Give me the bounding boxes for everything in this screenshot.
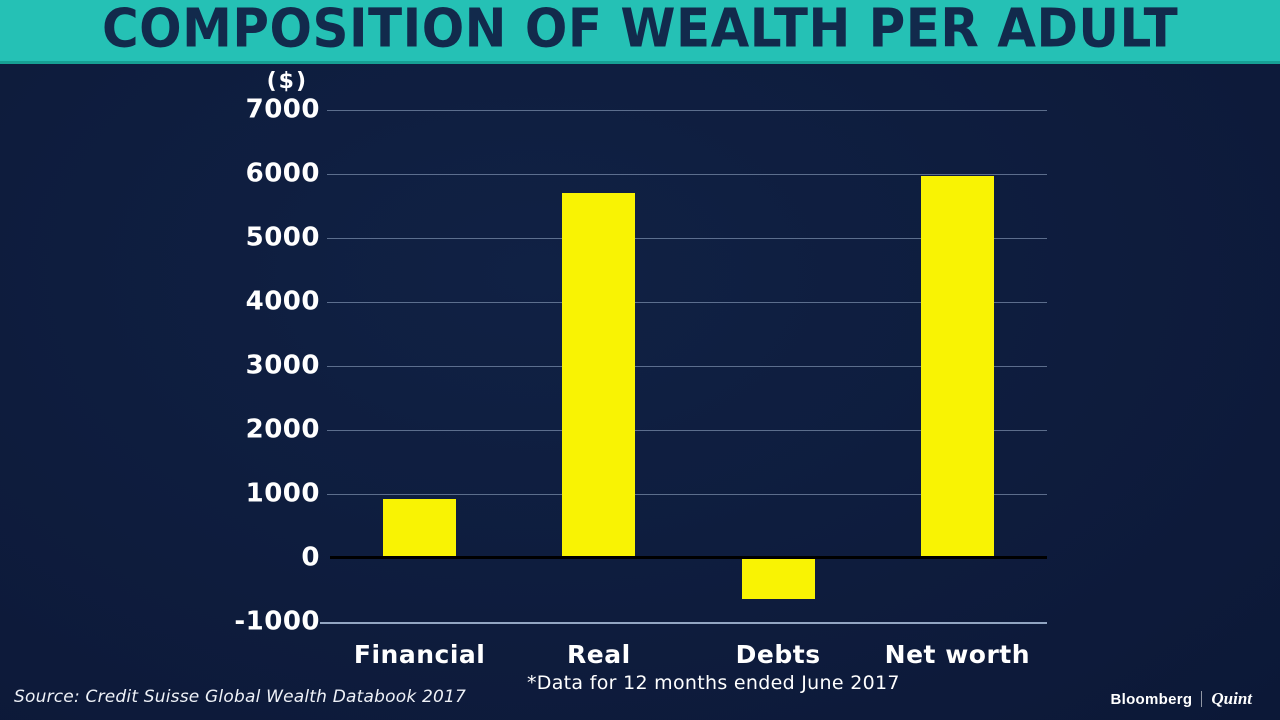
category-label-financial: Financial bbox=[353, 640, 486, 669]
quint-wordmark: Quint bbox=[1211, 689, 1252, 708]
bloomberg-wordmark: Bloomberg bbox=[1110, 690, 1193, 708]
bar-net-worth bbox=[920, 175, 994, 558]
y-tick-label--1000: -1000 bbox=[234, 606, 320, 637]
y-tick-label-1000: 1000 bbox=[245, 478, 320, 509]
plot-area bbox=[320, 110, 1047, 624]
gridline-4000 bbox=[327, 302, 1047, 303]
y-tick-label-3000: 3000 bbox=[245, 350, 320, 381]
gridline-2000 bbox=[327, 430, 1047, 431]
y-tick-label-7000: 7000 bbox=[245, 94, 320, 125]
y-tick-label-0: 0 bbox=[301, 542, 320, 573]
gridline--1000 bbox=[320, 622, 1047, 624]
y-tick-label-4000: 4000 bbox=[245, 286, 320, 317]
y-axis: 7000 6000 5000 4000 3000 2000 1000 0 -1000 bbox=[0, 94, 320, 636]
page-title: COMPOSITION OF WEALTH PER ADULT bbox=[101, 0, 1179, 60]
gridline-7000 bbox=[327, 110, 1047, 111]
category-label-real: Real bbox=[567, 640, 631, 669]
y-tick-label-5000: 5000 bbox=[245, 222, 320, 253]
gridline-1000 bbox=[327, 494, 1047, 495]
title-banner: COMPOSITION OF WEALTH PER ADULT bbox=[0, 0, 1280, 64]
bar-real bbox=[562, 193, 636, 558]
gridline-3000 bbox=[327, 366, 1047, 367]
gridline-5000 bbox=[327, 238, 1047, 239]
x-axis: Financial Real Debts Net worth bbox=[330, 637, 1047, 673]
source-note: Source: Credit Suisse Global Wealth Data… bbox=[14, 687, 467, 707]
category-label-net-worth: Net worth bbox=[884, 640, 1031, 669]
gridline-6000 bbox=[327, 174, 1047, 175]
y-tick-label-6000: 6000 bbox=[245, 158, 320, 189]
category-label-debts: Debts bbox=[735, 640, 821, 669]
data-footnote: *Data for 12 months ended June 2017 bbox=[527, 672, 900, 694]
y-tick-label-2000: 2000 bbox=[245, 414, 320, 445]
logo-divider bbox=[1201, 691, 1203, 707]
bloomberg-quint-logo: Bloomberg Quint bbox=[1110, 689, 1252, 709]
zero-axis-line bbox=[330, 556, 1047, 559]
bar-financial bbox=[383, 499, 457, 558]
bar-debts bbox=[741, 558, 815, 600]
y-axis-unit-label: ($) bbox=[266, 69, 308, 94]
